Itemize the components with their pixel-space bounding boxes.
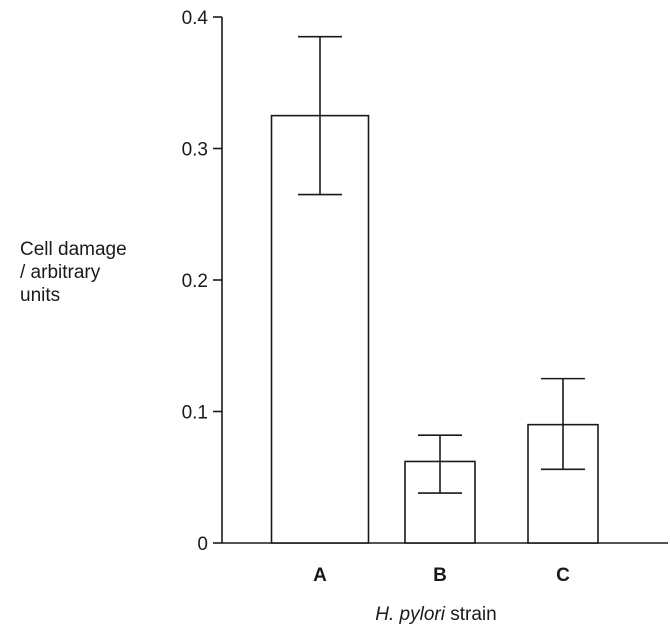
y-tick-label-0: 0 <box>197 534 208 555</box>
x-axis-label-species: H. pylori <box>375 604 445 625</box>
y-tick-label-1: 0.1 <box>182 403 208 424</box>
x-axis-label: H. pylori strain <box>0 604 670 626</box>
y-tick-label-3: 0.3 <box>182 140 208 161</box>
x-axis-label-suffix: strain <box>444 604 497 625</box>
y-axis-label: Cell damage / arbitrary units <box>20 238 127 307</box>
x-tick-label-A: A <box>313 565 327 586</box>
y-tick-label-4: 0.4 <box>182 8 209 29</box>
y-tick-label-2: 0.2 <box>182 271 208 292</box>
x-tick-label-C: C <box>556 565 570 586</box>
y-axis-label-line-3: units <box>20 285 61 306</box>
y-axis-label-line-1: Cell damage <box>20 239 127 260</box>
y-axis-label-line-2: / arbitrary <box>20 262 101 283</box>
x-tick-label-B: B <box>433 565 447 586</box>
